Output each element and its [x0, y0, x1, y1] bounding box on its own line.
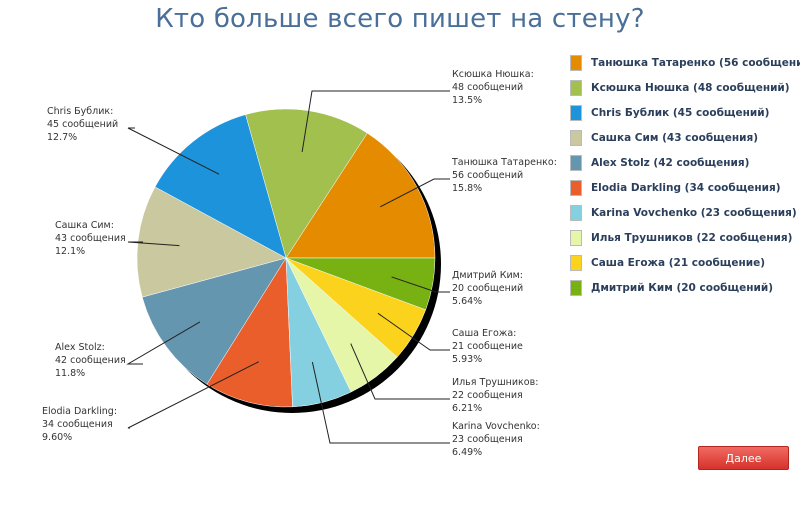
- callout-label: 21 сообщение: [452, 341, 523, 352]
- callout-label: 34 сообщения: [42, 419, 113, 430]
- callout-leader: [301, 90, 450, 153]
- pie-slices: [136, 108, 436, 408]
- legend-swatch: [570, 154, 582, 171]
- legend-swatch: [570, 179, 582, 196]
- legend-label: Саша Егожа (21 сообщение): [591, 256, 766, 269]
- callout-leader: [380, 178, 450, 208]
- legend-item: Дмитрий Ким (20 сообщений): [570, 275, 795, 300]
- callout-label: Танюшка Татаренко:: [451, 157, 557, 168]
- callout-label: Alex Stolz:: [55, 342, 105, 353]
- callout-label: 12.1%: [55, 246, 85, 257]
- callout-label: 6.49%: [452, 447, 482, 458]
- legend-swatch: [570, 229, 582, 246]
- callout-label: 22 сообщения: [452, 390, 523, 401]
- legend-swatch: [570, 129, 582, 146]
- legend-item: Chris Бублик (45 сообщений): [570, 100, 795, 125]
- legend-item: Ксюшка Нюшка (48 сообщений): [570, 75, 795, 100]
- callout-leader: [127, 241, 180, 247]
- legend-swatch: [570, 204, 582, 221]
- callout-label: 6.21%: [452, 403, 482, 414]
- callout-leader: [127, 127, 220, 175]
- callout-leader: [127, 361, 259, 429]
- callout-label: 11.8%: [55, 368, 85, 379]
- legend-label: Alex Stolz (42 сообщения): [591, 156, 750, 169]
- next-button[interactable]: Далее: [698, 446, 789, 470]
- callout-label: Ксюшка Нюшка:: [452, 69, 534, 80]
- chart-title: Кто больше всего пишет на стену?: [155, 4, 645, 34]
- callout-label: Дмитрий Ким:: [452, 270, 523, 281]
- pie-slice: [141, 257, 287, 385]
- legend-item: Саша Егожа (21 сообщение): [570, 250, 795, 275]
- callout-label: 45 сообщений: [47, 119, 118, 130]
- legend-item: Karina Vovchenko (23 сообщения): [570, 200, 797, 225]
- pie-callouts: Танюшка Татаренко: 56 сообщений 15.8% Ксюшк…: [42, 69, 557, 458]
- callout-label: Karina Vovchenko:: [452, 421, 540, 432]
- callout-label: 15.8%: [452, 183, 482, 194]
- callout-label: 42 сообщения: [55, 355, 126, 366]
- callout-label: 20 сообщений: [452, 283, 523, 294]
- callout-label: 9.60%: [42, 432, 72, 443]
- legend-label: Ксюшка Нюшка (48 сообщений): [591, 81, 790, 94]
- callout-leader: [391, 276, 450, 293]
- callout-label: Саша Егожа:: [452, 328, 516, 339]
- legend-label: Chris Бублик (45 сообщений): [591, 106, 770, 119]
- legend: Танюшка Татаренко (56 сообщений) Ксюшка …: [570, 50, 800, 300]
- pie-slice: [154, 114, 287, 259]
- pie-slice: [285, 132, 436, 259]
- callout-label: Chris Бублик:: [47, 106, 113, 117]
- callout-label: Elodia Darkling:: [42, 406, 117, 417]
- callout-label: Илья Трушников:: [452, 377, 538, 388]
- legend-swatch: [570, 79, 582, 96]
- legend-swatch: [570, 254, 582, 271]
- pie-slice: [206, 257, 293, 408]
- callout-label: 48 сообщений: [452, 82, 523, 93]
- callout-label: 5.93%: [452, 354, 482, 365]
- legend-label: Karina Vovchenko (23 сообщения): [591, 206, 797, 219]
- legend-item: Илья Трушников (22 сообщения): [570, 225, 795, 250]
- callout-label: 43 сообщения: [55, 233, 126, 244]
- callout-label: 23 сообщения: [452, 434, 523, 445]
- callout-label: 56 сообщений: [452, 170, 523, 181]
- legend-label: Сашка Сим (43 сообщения): [591, 131, 759, 144]
- pie-slice: [285, 257, 436, 311]
- callout-leader: [350, 343, 450, 400]
- legend-swatch: [570, 279, 582, 296]
- legend-item: Сашка Сим (43 сообщения): [570, 125, 795, 150]
- legend-item: Elodia Darkling (34 сообщения): [570, 175, 795, 200]
- callout-label: 12.7%: [47, 132, 77, 143]
- legend-label: Дмитрий Ким (20 сообщений): [591, 281, 773, 294]
- legend-swatch: [570, 104, 582, 121]
- pie-slice: [136, 186, 287, 298]
- callout-leader: [126, 321, 201, 365]
- legend-label: Танюшка Татаренко (56 сообщений): [591, 56, 800, 69]
- callout-label: 5.64%: [452, 296, 482, 307]
- callout-label: Сашка Сим:: [55, 220, 114, 231]
- legend-item: Танюшка Татаренко (56 сообщений): [570, 50, 800, 75]
- legend-swatch: [570, 54, 582, 71]
- legend-label: Илья Трушников (22 сообщения): [591, 231, 793, 244]
- callout-leader: [311, 361, 450, 444]
- callout-leader: [377, 312, 450, 351]
- legend-label: Elodia Darkling (34 сообщения): [591, 181, 781, 194]
- legend-item: Alex Stolz (42 сообщения): [570, 150, 795, 175]
- callout-label: 13.5%: [452, 95, 482, 106]
